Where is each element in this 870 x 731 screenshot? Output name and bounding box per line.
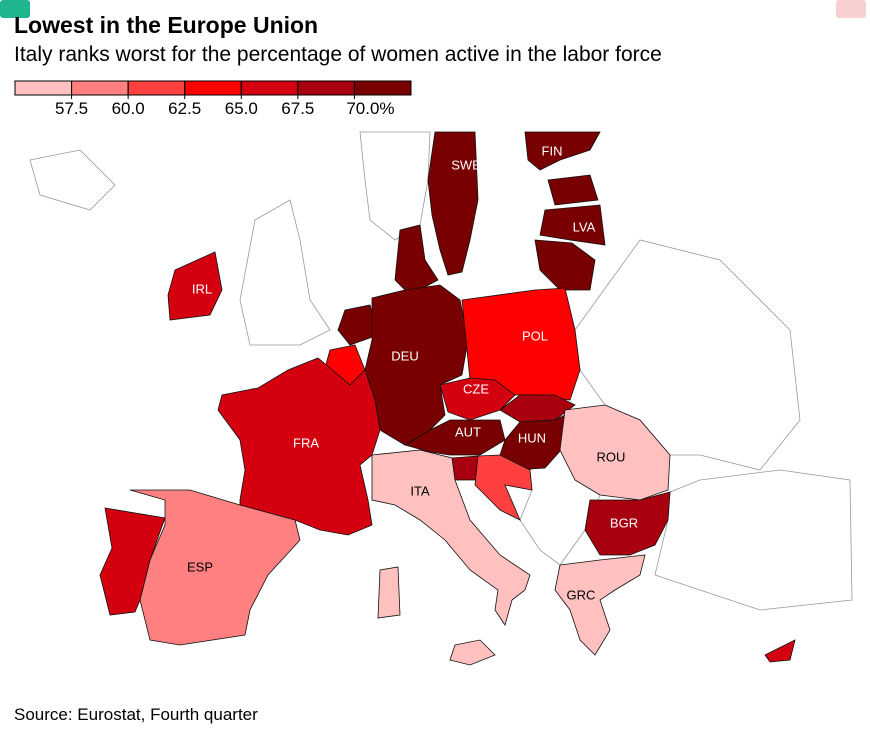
country-label: LVA <box>573 219 596 234</box>
country <box>217 357 381 536</box>
legend-tick-label: 62.5 <box>168 99 201 118</box>
legend-swatch <box>14 80 73 96</box>
delete-icon[interactable] <box>836 0 866 18</box>
country <box>167 251 223 321</box>
title: Lowest in the Europe Union <box>14 12 318 38</box>
land-outline <box>29 149 116 211</box>
legend: 57.5 60.0 62.5 65.0 67.5 70.0% <box>14 80 412 118</box>
country-label: POL <box>522 328 548 343</box>
land-outline <box>574 239 801 471</box>
country <box>534 239 596 291</box>
country <box>394 224 439 296</box>
country <box>129 489 301 646</box>
country-label: FRA <box>293 435 319 450</box>
land-outline <box>359 131 431 241</box>
country <box>403 419 506 456</box>
country <box>99 507 166 616</box>
legend-swatch <box>240 80 299 96</box>
legend-tick-label: 60.0 <box>112 99 145 118</box>
legend-swatch <box>297 80 355 96</box>
legend-swatch <box>71 80 129 96</box>
country <box>337 304 379 346</box>
legend-tick-label: 70.0% <box>346 99 394 118</box>
country <box>584 491 671 556</box>
legend-swatch <box>127 80 186 96</box>
country <box>524 131 601 171</box>
country-label: SWE <box>451 157 481 172</box>
country <box>554 554 646 656</box>
country-label: ROU <box>597 449 626 464</box>
country-label: DEU <box>391 348 418 363</box>
country-label: CZE <box>463 381 489 396</box>
legend-tick-label: 65.0 <box>225 99 258 118</box>
country-label: AUT <box>455 424 481 439</box>
country <box>764 639 796 663</box>
legend-tick-label: 57.5 <box>55 99 88 118</box>
legend-swatch <box>184 80 242 96</box>
country <box>439 377 516 421</box>
country-label: ITA <box>410 483 430 498</box>
legend-swatch <box>353 80 412 96</box>
source: Source: Eurostat, Fourth quarter <box>14 705 258 724</box>
land-outline <box>239 199 331 346</box>
country-label: HUN <box>518 430 546 445</box>
country-label: BGR <box>610 515 638 530</box>
country <box>474 454 533 521</box>
country <box>539 204 606 246</box>
land-outline <box>654 469 853 611</box>
map: SWE FIN LVA IRL DEU POL CZE AUT HUN FRA … <box>29 131 853 666</box>
country <box>427 131 479 276</box>
country-label: ESP <box>187 559 213 574</box>
country <box>371 449 531 666</box>
country-label: GRC <box>567 587 596 602</box>
image-icon[interactable] <box>0 0 30 18</box>
subtitle: Italy ranks worst for the percentage of … <box>14 43 662 66</box>
country <box>559 404 671 501</box>
countries <box>99 131 796 666</box>
country <box>547 174 599 206</box>
country-label: IRL <box>192 281 212 296</box>
country-label: FIN <box>542 143 563 158</box>
legend-tick-label: 67.5 <box>281 99 314 118</box>
country-labels: SWE FIN LVA IRL DEU POL CZE AUT HUN FRA … <box>187 143 638 602</box>
